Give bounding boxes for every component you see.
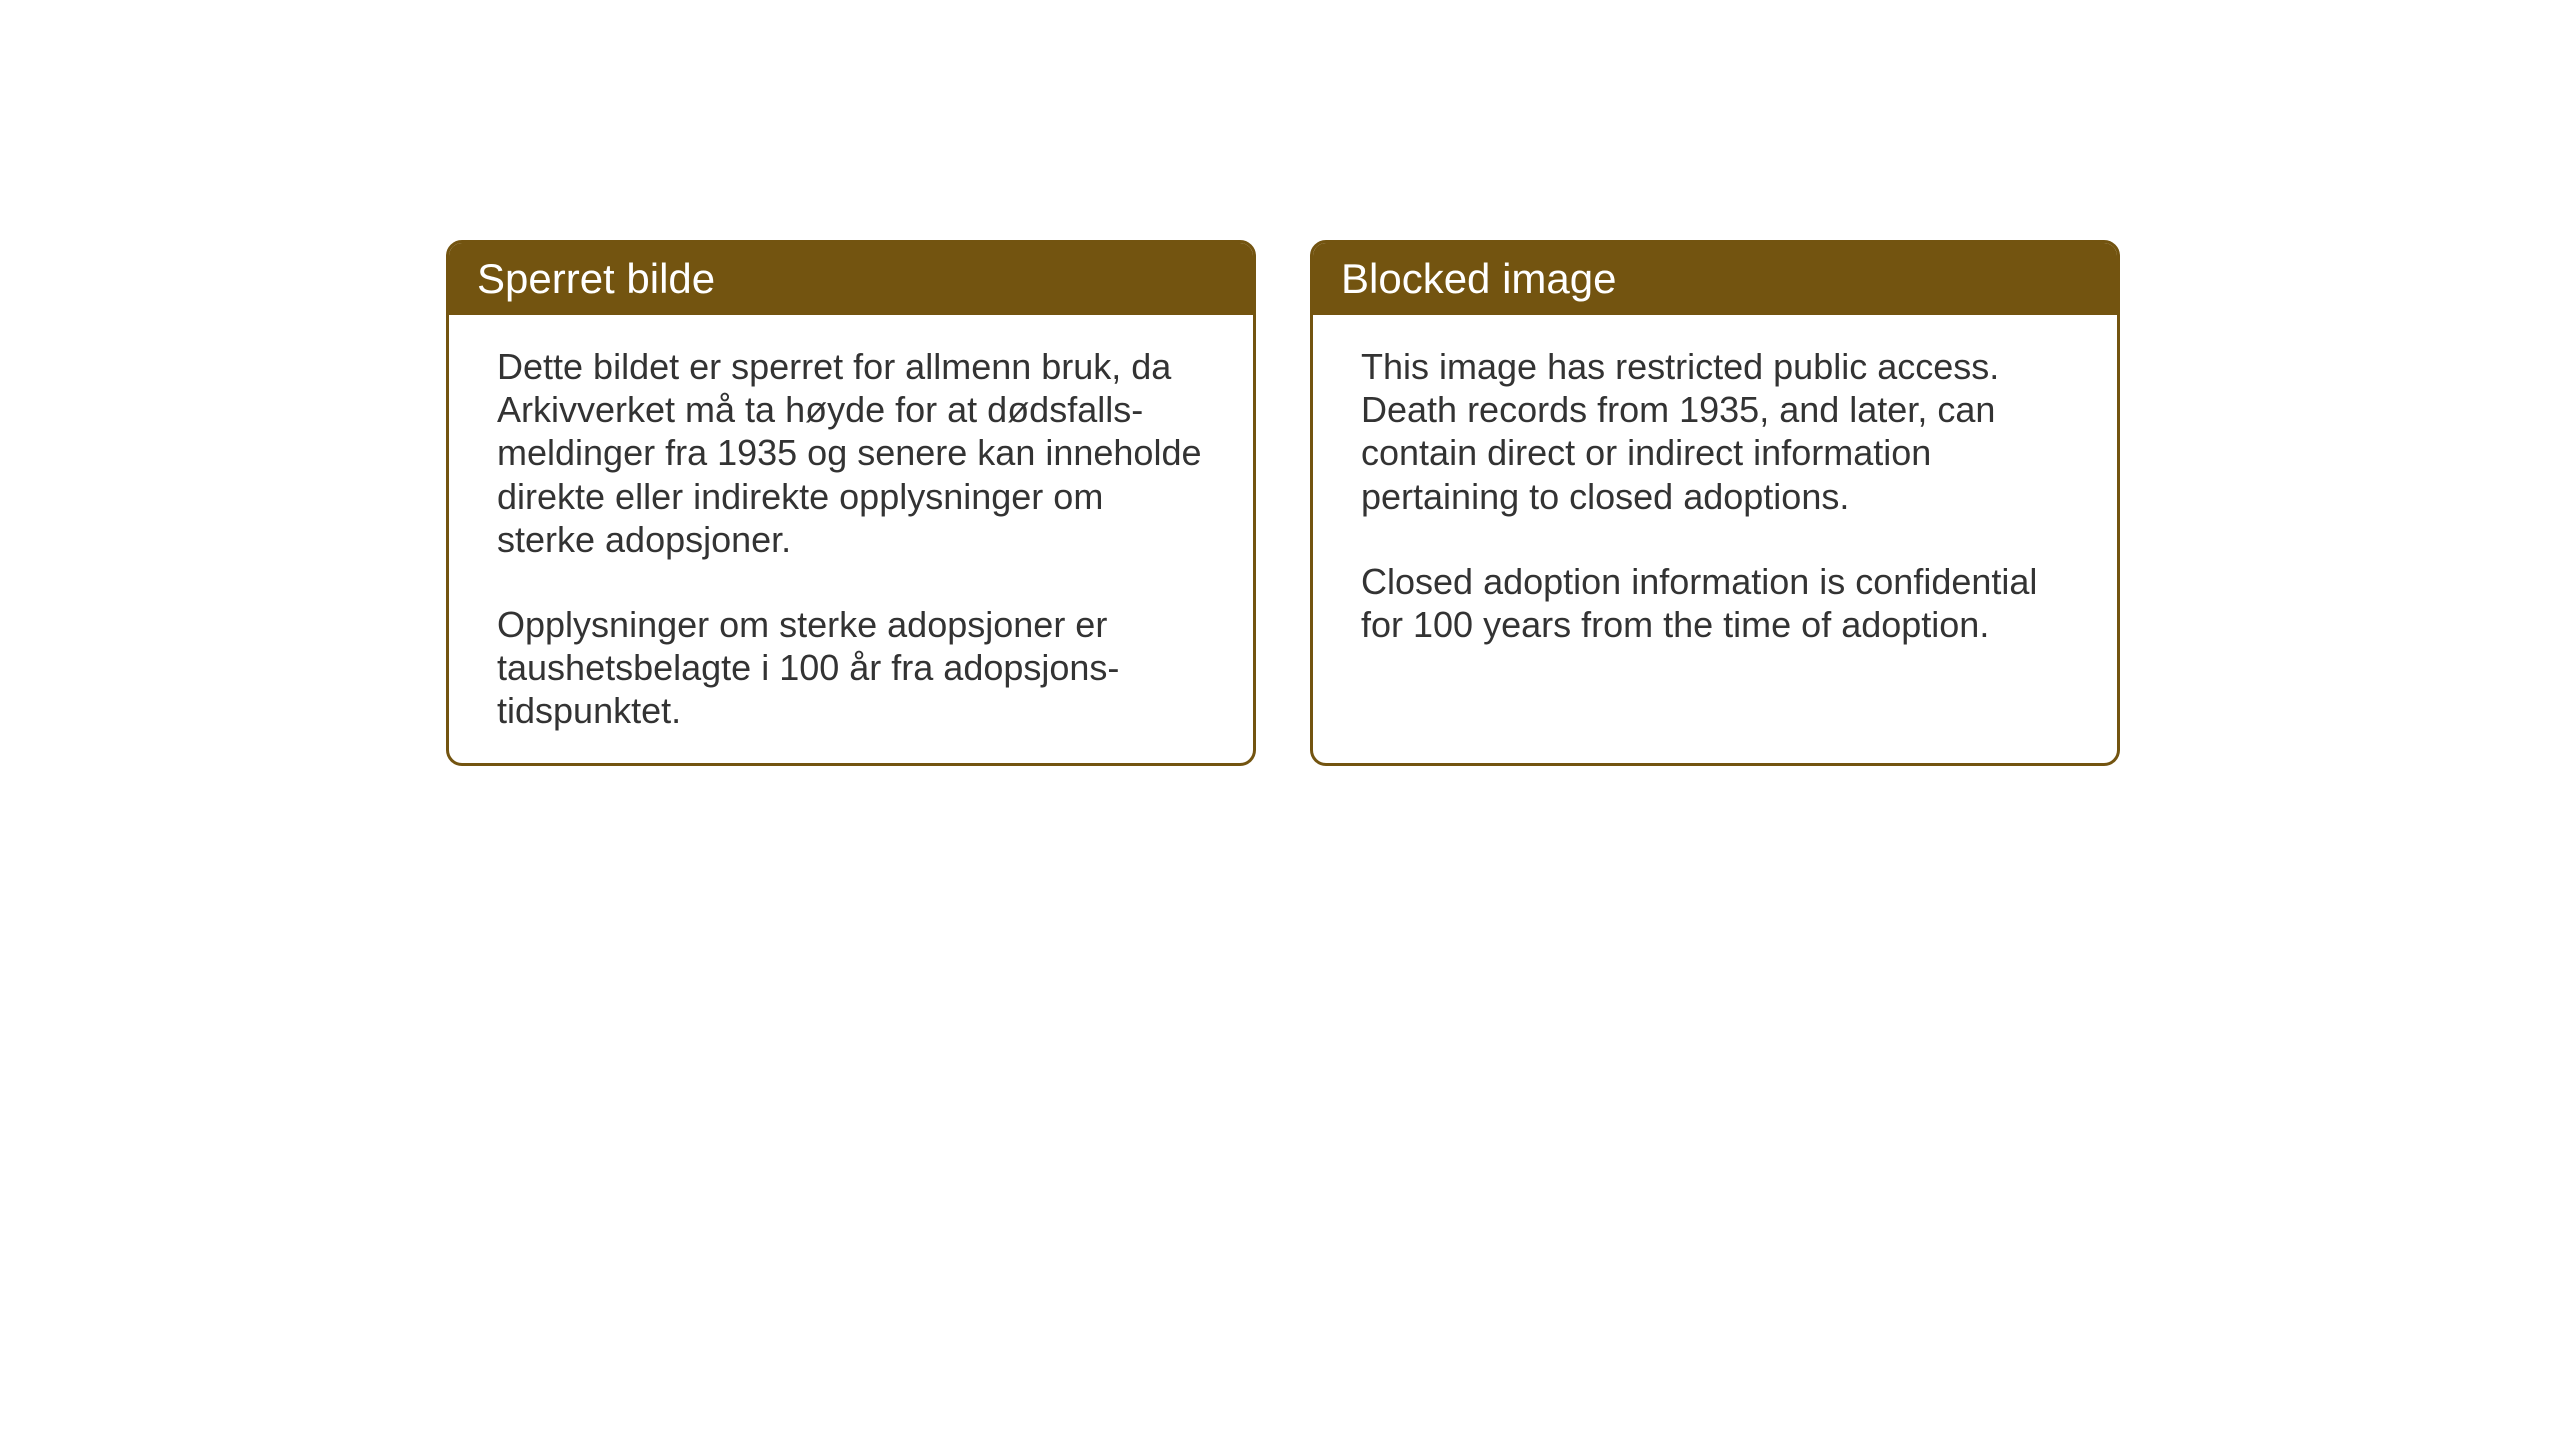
notice-box-english: Blocked image This image has restricted … bbox=[1310, 240, 2120, 766]
notice-body-norwegian: Dette bildet er sperret for allmenn bruk… bbox=[449, 315, 1253, 763]
notice-title-english: Blocked image bbox=[1341, 255, 1616, 302]
notices-container: Sperret bilde Dette bildet er sperret fo… bbox=[446, 240, 2120, 766]
notice-title-norwegian: Sperret bilde bbox=[477, 255, 715, 302]
notice-body-english: This image has restricted public access.… bbox=[1313, 315, 2117, 676]
notice-paragraph-2-norwegian: Opplysninger om sterke adopsjoner er tau… bbox=[497, 603, 1205, 733]
notice-box-norwegian: Sperret bilde Dette bildet er sperret fo… bbox=[446, 240, 1256, 766]
notice-paragraph-1-english: This image has restricted public access.… bbox=[1361, 345, 2069, 518]
notice-paragraph-2-english: Closed adoption information is confident… bbox=[1361, 560, 2069, 646]
notice-header-norwegian: Sperret bilde bbox=[449, 243, 1253, 315]
notice-paragraph-1-norwegian: Dette bildet er sperret for allmenn bruk… bbox=[497, 345, 1205, 561]
notice-header-english: Blocked image bbox=[1313, 243, 2117, 315]
